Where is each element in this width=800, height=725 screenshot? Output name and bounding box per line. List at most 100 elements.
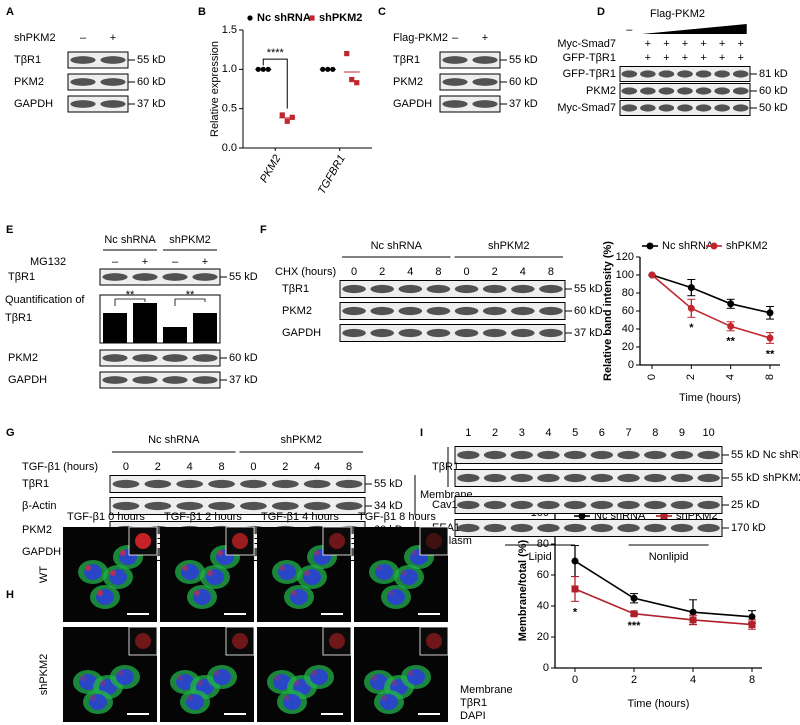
receptor-signal	[304, 570, 310, 576]
blot-band	[537, 500, 560, 510]
lane-label: 8	[548, 266, 554, 278]
receptor-signal	[177, 675, 183, 681]
point	[766, 309, 774, 317]
y-tick-label: 80	[537, 538, 549, 550]
blot-band	[483, 523, 507, 533]
blot-band	[472, 56, 498, 64]
cell-nucleus	[89, 694, 107, 710]
lane-label: 2	[492, 266, 498, 278]
blot-band	[398, 284, 423, 294]
row-label: PKM2	[282, 305, 312, 317]
blot-band	[342, 328, 366, 338]
blot-band	[640, 70, 656, 78]
point	[766, 334, 774, 342]
annotation: ****	[267, 47, 285, 59]
blot-band	[670, 500, 694, 510]
row-label: TβR1	[282, 283, 309, 295]
blot-band	[640, 87, 656, 95]
blot-band	[454, 284, 479, 294]
blot-band	[132, 354, 158, 362]
point	[646, 242, 654, 250]
lane-label: +	[202, 256, 208, 268]
quant-bar	[133, 303, 157, 343]
panel-label: C	[378, 6, 386, 18]
row-label: WT	[38, 566, 50, 583]
blot-band	[677, 87, 693, 95]
point	[689, 608, 697, 616]
x-tick-label: 4	[690, 674, 696, 686]
row-label: PKM2	[22, 524, 52, 536]
receptor-signal	[311, 670, 317, 676]
label: TGF-β1 (hours)	[22, 461, 98, 473]
blot-band	[563, 450, 587, 460]
lane-label: 10	[703, 427, 715, 439]
blot-band	[457, 500, 480, 510]
blot-band	[617, 473, 640, 483]
cell-nucleus	[310, 669, 328, 685]
inset-signal	[426, 633, 442, 649]
point	[710, 242, 718, 250]
fraction-label: Lipid	[528, 551, 551, 563]
receptor-signal	[391, 680, 397, 686]
receptor-signal	[217, 550, 223, 556]
axis-title: Relative expression	[209, 41, 221, 137]
label: shPKM2	[14, 32, 56, 44]
blot-band	[70, 56, 96, 64]
stain-legend: Membrane	[460, 684, 513, 696]
significance-bracket	[262, 58, 288, 109]
y-tick-label: 40	[622, 323, 634, 335]
blot-band	[102, 376, 128, 384]
column-label: TGF-β1 2 hours	[164, 511, 242, 523]
blot-band	[695, 104, 712, 112]
blot-band	[370, 328, 394, 338]
size-label: 60 kD	[759, 85, 788, 97]
y-tick-label: 120	[616, 251, 634, 263]
blot-band	[472, 78, 498, 86]
y-tick-label: 0.5	[222, 103, 237, 115]
blot-band	[697, 500, 720, 510]
blot-band	[670, 523, 694, 533]
size-label: 60 kD	[509, 76, 538, 88]
annotation: **	[766, 348, 775, 360]
blot-band	[714, 70, 730, 78]
inset	[225, 626, 255, 656]
y-tick-label: 20	[622, 341, 634, 353]
point	[578, 512, 586, 520]
lane-label: +	[719, 38, 725, 50]
receptor-signal	[408, 670, 414, 676]
blot-band	[539, 284, 563, 294]
blot-band	[303, 501, 331, 511]
row-label: Myc-Smad7	[557, 102, 616, 114]
row-label: GAPDH	[22, 546, 61, 558]
blot-band	[398, 328, 423, 338]
blot-band	[112, 479, 140, 489]
point	[687, 304, 695, 312]
blot-band	[510, 450, 533, 460]
row-label: TβR1	[22, 478, 49, 490]
label: MG132	[30, 256, 66, 268]
series-line	[574, 588, 753, 626]
size-label: 37 kD	[229, 374, 258, 386]
cell-nucleus	[116, 669, 134, 685]
size-label: 170 kD	[731, 522, 766, 534]
blot-band	[563, 523, 587, 533]
point	[727, 322, 735, 330]
blot-band	[162, 376, 188, 384]
point	[247, 15, 253, 21]
blot-band	[303, 479, 331, 489]
blot-band	[510, 523, 533, 533]
y-tick-label: 80	[622, 287, 634, 299]
blot-band	[670, 450, 694, 460]
lane-label: +	[682, 38, 688, 50]
legend-label: shPKM2	[319, 12, 362, 24]
receptor-signal	[90, 695, 96, 701]
y-tick-label: 1.5	[222, 24, 237, 36]
lane-label: 8	[219, 461, 225, 473]
blot-band	[617, 500, 640, 510]
blot-band	[100, 56, 126, 64]
receptor-signal	[97, 590, 103, 596]
x-tick-label: 2	[685, 374, 697, 380]
y-tick-label: 60	[622, 305, 634, 317]
blot-band	[539, 306, 563, 316]
blot-band	[511, 328, 535, 338]
